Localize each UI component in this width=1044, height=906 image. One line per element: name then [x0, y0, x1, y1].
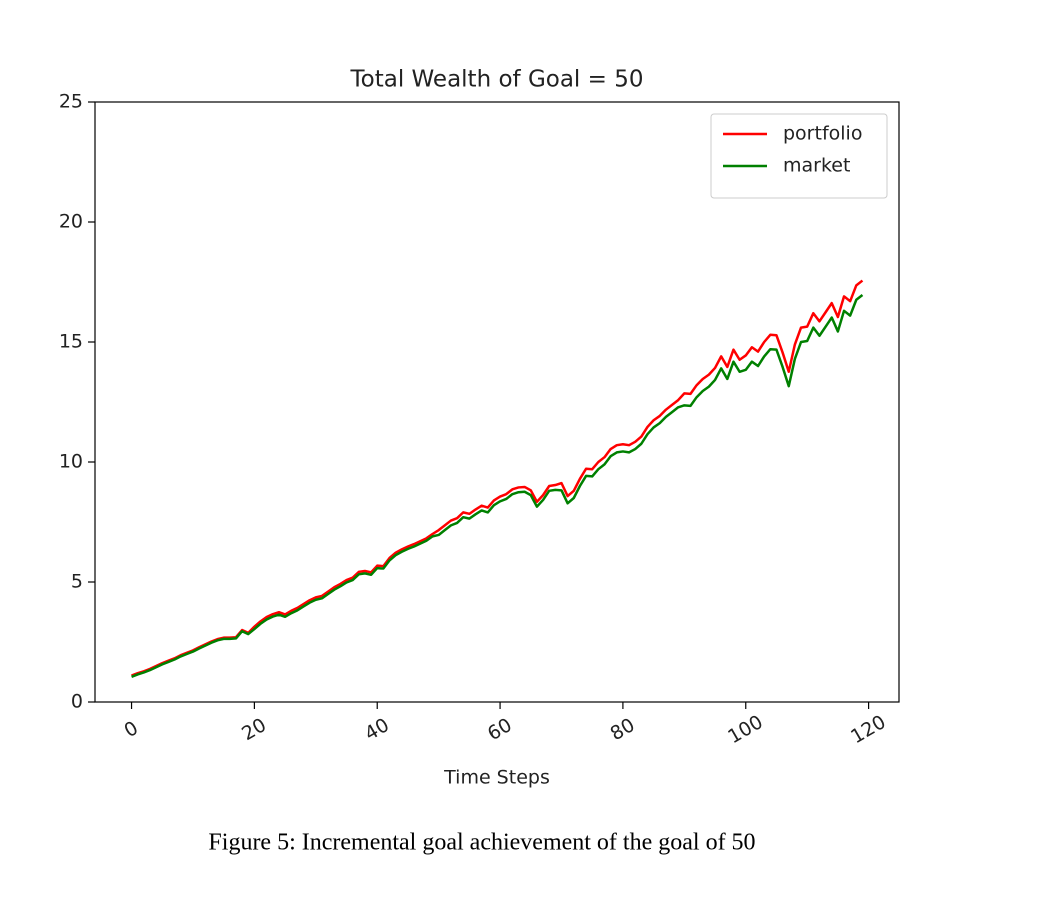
- x-tick-label: 0: [121, 717, 142, 742]
- x-tick-label: 100: [724, 711, 766, 748]
- y-tick-label: 20: [59, 211, 83, 233]
- x-tick-label: 80: [607, 714, 639, 745]
- plot-frame: [94, 101, 900, 703]
- y-tick-label: 5: [71, 571, 83, 593]
- x-tick-label: 40: [361, 714, 393, 745]
- y-tick-label: 25: [59, 91, 83, 113]
- figure-caption: Figure 5: Incremental goal achievement o…: [208, 830, 755, 856]
- legend-label: portfolio: [783, 123, 862, 145]
- y-tick-label: 0: [71, 691, 83, 713]
- chart-title: Total Wealth of Goal = 50: [350, 67, 644, 93]
- line-series: [131, 293, 864, 678]
- x-tick-label: 60: [484, 714, 516, 745]
- legend-label: market: [783, 155, 850, 177]
- x-tick-label: 120: [847, 711, 889, 748]
- line-series: [131, 279, 864, 677]
- x-tick-label: 20: [238, 714, 270, 745]
- x-axis-label: Time Steps: [443, 767, 550, 789]
- y-tick-label: 15: [59, 331, 83, 353]
- y-tick-label: 10: [59, 451, 83, 473]
